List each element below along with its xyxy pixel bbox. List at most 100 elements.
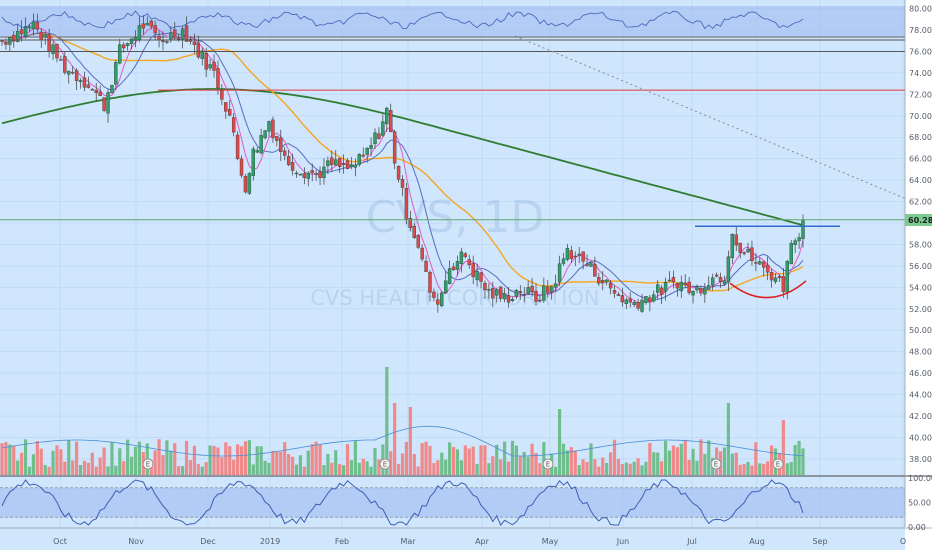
volume-bar	[451, 447, 456, 475]
volume-bar	[420, 443, 424, 475]
volume-bar	[8, 444, 12, 475]
volume-bar	[491, 456, 495, 475]
volume-bar	[652, 452, 656, 475]
candle-body	[180, 28, 185, 40]
candle-body	[122, 44, 126, 49]
volume-bar	[345, 444, 350, 475]
volume-bar	[699, 439, 703, 475]
candle-body	[530, 285, 534, 292]
volume-bar	[459, 460, 463, 475]
time-tick-label: Dec	[200, 537, 215, 546]
volume-bar	[667, 450, 672, 475]
volume-bar	[561, 443, 566, 475]
volume-bar	[263, 460, 267, 475]
candle-body	[267, 121, 271, 132]
candles	[0, 13, 805, 313]
candle-body	[224, 102, 228, 112]
candle-body	[306, 172, 310, 179]
cup-arc	[729, 280, 807, 299]
candle-body	[640, 299, 644, 312]
volume-bar	[306, 450, 310, 475]
price-tick-label: 42.00	[909, 412, 932, 421]
candle-body	[498, 286, 503, 299]
candle-body	[412, 226, 416, 238]
price-tick-label: 56.00	[909, 262, 932, 271]
candle-body	[750, 247, 754, 262]
candle-body	[734, 234, 738, 246]
volume-bar	[703, 453, 707, 475]
volume-bar	[396, 464, 401, 475]
volume-bar	[55, 445, 59, 475]
time-tick-label: Feb	[335, 537, 349, 546]
candle-body	[765, 264, 770, 273]
volume-bar	[502, 441, 507, 475]
candle-body	[165, 41, 169, 43]
volume-bar	[314, 441, 318, 475]
candle-body	[518, 291, 522, 294]
ma-slow-line	[1, 31, 804, 301]
candle-body	[514, 290, 519, 297]
candle-body	[192, 41, 197, 45]
volume-bar	[82, 460, 87, 475]
volume-bar	[290, 456, 295, 475]
volume-bar	[801, 448, 805, 475]
volume-bar	[232, 459, 236, 475]
candle-body	[628, 298, 632, 303]
candle-body	[455, 261, 460, 270]
candle-body	[695, 286, 699, 291]
time-tick-label: Aug	[749, 537, 765, 546]
volume-bar	[196, 464, 200, 475]
volume-bar	[746, 461, 750, 475]
candle-body	[424, 260, 428, 272]
earnings-marker	[772, 458, 784, 470]
volume-bar	[318, 444, 322, 475]
candle-body	[703, 287, 707, 295]
candle-body	[675, 283, 680, 289]
candle-body	[106, 92, 110, 114]
candle-body	[573, 255, 577, 258]
candle-body	[451, 266, 456, 271]
candle-body	[204, 52, 208, 70]
candle-body	[271, 119, 275, 139]
earnings-marker-label: E	[714, 461, 718, 469]
candle-body	[247, 173, 252, 194]
candle-body	[330, 157, 334, 165]
candle-body	[86, 84, 91, 88]
volume-bar	[663, 440, 668, 475]
price-tick-label: 68.00	[909, 133, 932, 142]
volume-bar	[39, 448, 43, 475]
volume-bar	[251, 464, 255, 475]
candle-body	[392, 131, 397, 164]
candle-body	[357, 154, 362, 165]
candle-body	[467, 259, 471, 266]
volume-bar	[762, 463, 766, 475]
time-tick-label: Jun	[616, 537, 630, 546]
volume-bar	[609, 452, 613, 475]
candle-body	[279, 137, 283, 152]
earnings-marker	[542, 458, 554, 470]
time-tick-label: Jul	[686, 537, 697, 546]
candle-body	[538, 299, 542, 302]
oscillator-tick-label: 50.00	[908, 499, 931, 508]
rsi-line	[1, 10, 804, 30]
volume-bar	[267, 462, 271, 475]
candle-body	[663, 282, 668, 292]
candle-body	[361, 154, 365, 157]
candle-body	[310, 170, 314, 174]
volume-bar	[302, 466, 306, 475]
candle-body	[793, 240, 797, 245]
volume-bar	[671, 445, 676, 475]
volume-bar	[208, 445, 212, 475]
candle-body	[577, 253, 581, 256]
volume-bar	[153, 450, 157, 475]
volume-bar	[573, 450, 577, 475]
volume-bar	[283, 442, 287, 475]
volume-bar	[63, 461, 67, 475]
volume-bar	[569, 447, 573, 475]
candle-body	[322, 166, 326, 179]
volume-bar	[640, 465, 644, 475]
candle-body	[475, 271, 479, 281]
volume-bar	[687, 460, 691, 475]
candle-body	[39, 31, 43, 41]
